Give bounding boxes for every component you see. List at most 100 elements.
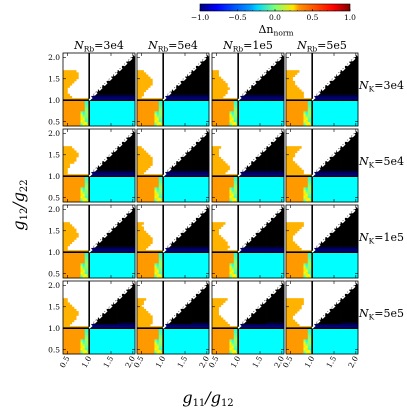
heatmap-cell [353,108,357,112]
heatmap-cell [63,197,66,201]
heatmap-cell [147,100,151,103]
heatmap-cell [176,163,179,166]
heatmap-cell [128,76,132,80]
heatmap-cell [204,146,208,149]
heatmap-cell [128,95,132,99]
heatmap-cell [260,123,263,127]
heatmap-cell [102,117,105,120]
heatmap-cell [204,83,208,86]
heatmap-cell [218,91,222,95]
heatmap-cell [198,100,201,103]
heatmap-cell [180,184,184,188]
heatmap-cell [296,102,300,105]
heatmap-cell [340,93,344,97]
heatmap-cell [202,180,206,184]
heatmap-cell [204,184,208,188]
heatmap-cell [268,154,272,158]
heatmap-cell [202,184,206,188]
heatmap-cell [65,74,68,78]
heatmap-cell [156,180,160,184]
heatmap-cell [212,191,215,194]
heatmap-cell [185,87,188,90]
heatmap-cell [111,163,114,166]
heatmap-cell [139,70,142,73]
heatmap-cell [161,197,164,201]
heatmap-cell [262,117,265,120]
heatmap-cell [222,191,226,194]
heatmap-cell [344,70,348,73]
heatmap-cell [106,106,110,110]
heatmap-cell [104,193,108,196]
heatmap-cell [266,178,270,181]
heatmap-cell [73,123,77,127]
heatmap-cell [198,174,201,177]
heatmap-cell [268,83,272,86]
heatmap-cell [63,159,66,162]
heatmap-cell [69,106,73,110]
heatmap-cell [126,119,129,123]
heatmap-cell [185,89,188,93]
heatmap-cell [266,197,270,201]
heatmap-cell [325,100,328,103]
heatmap-cell [165,98,168,101]
heatmap-cell [257,83,261,86]
heatmap-cell [145,85,149,88]
heatmap-cell [139,186,142,190]
heatmap-cell [320,98,324,101]
heatmap-cell [262,108,265,112]
heatmap-cell [347,85,350,88]
heatmap-cell [229,197,233,201]
heatmap-cell [296,87,300,90]
heatmap-cell [130,182,134,186]
heatmap-cell [117,91,121,95]
heatmap-cell [187,121,190,125]
heatmap-cell [189,150,192,154]
heatmap-cell [97,98,101,101]
heatmap-cell [307,102,311,105]
heatmap-cell [108,119,112,123]
heatmap-cell [128,146,132,149]
heatmap-cell [347,65,350,69]
heatmap-cell [113,186,116,190]
heatmap-cell [222,199,226,203]
heatmap-cell [108,197,112,201]
heatmap-cell [102,184,105,188]
heatmap-cell [351,93,355,97]
heatmap-cell [204,72,208,75]
heatmap-cell [355,83,359,86]
heatmap-cell [132,108,136,112]
heatmap-cell [318,110,322,114]
heatmap-cell [246,95,250,99]
diagonal-dashed-line [311,54,359,101]
heatmap-cell [218,197,222,201]
heatmap-cell [91,106,94,110]
heatmap-cell [115,106,118,110]
heatmap-cell [97,176,101,179]
heatmap-cell [268,80,272,84]
heatmap-cell [145,165,149,169]
heatmap-cell [102,98,105,101]
heatmap-cell [145,176,149,179]
heatmap-cell [286,98,289,101]
heatmap-cell [126,104,129,108]
heatmap-cell [233,191,237,194]
heatmap-cell [119,93,123,97]
heatmap-cell [121,76,125,80]
colorbar-label-main: Δn [258,23,273,36]
heatmap-cell [180,91,184,95]
heatmap-cell [200,171,203,175]
heatmap-cell [214,117,217,120]
heatmap-cell [253,89,257,93]
heatmap-cell [126,195,129,199]
heatmap-cell [102,161,105,164]
heatmap-cell [73,104,77,108]
heatmap-cell [106,93,110,97]
heatmap-cell [143,108,147,112]
heatmap-cell [167,95,171,99]
heatmap-cell [347,123,350,127]
heatmap-cell [202,148,206,151]
heatmap-cell [327,115,331,118]
heatmap-cell [104,113,108,116]
heatmap-cell [279,61,283,65]
heatmap-cell [296,113,300,116]
